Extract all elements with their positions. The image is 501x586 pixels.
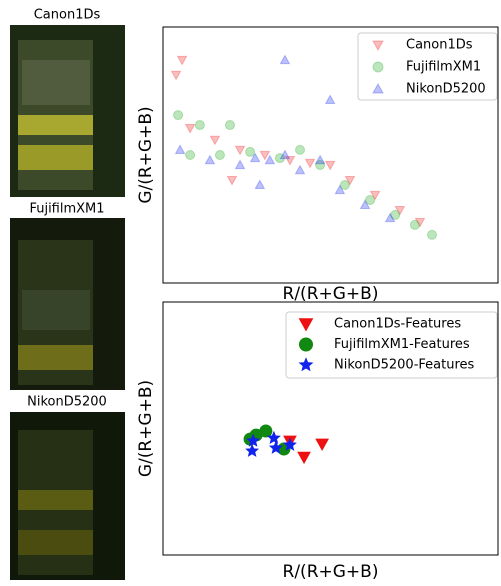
data-point (234, 145, 246, 156)
x-axis-label: R/(R+G+B) (283, 284, 379, 304)
data-point (176, 55, 188, 66)
data-point (173, 110, 184, 121)
legend-label: NikonD5200 (406, 82, 486, 97)
data-point (284, 156, 296, 166)
data-point (246, 433, 261, 447)
data-point (390, 209, 401, 220)
legend-label: Canon1Ds (406, 38, 473, 53)
photo (10, 25, 125, 197)
data-point (174, 144, 186, 154)
photo (10, 412, 125, 580)
data-point (315, 159, 326, 170)
data-point (194, 120, 205, 131)
photo-caption: FujifilmXM1 (29, 202, 104, 217)
plot-frame (162, 26, 499, 284)
data-point (274, 153, 285, 164)
data-point (204, 154, 216, 165)
data-point (245, 443, 260, 457)
data-point (268, 440, 283, 454)
photo-caption: NikonD5200 (27, 395, 107, 410)
data-point (225, 120, 235, 131)
legend-marker (299, 337, 313, 352)
data-point (344, 175, 356, 186)
data-point (324, 160, 336, 171)
data-point (279, 54, 291, 65)
data-point (314, 154, 326, 165)
data-point (245, 146, 256, 157)
data-point (184, 124, 196, 134)
data-point (365, 195, 376, 206)
legend-box (357, 32, 498, 101)
data-point (394, 205, 406, 216)
data-point (304, 158, 316, 169)
data-point (266, 430, 281, 445)
plot-frame (162, 301, 499, 556)
data-point (214, 150, 225, 160)
legend-marker (372, 61, 384, 73)
data-point (259, 424, 273, 438)
data-point (384, 212, 396, 223)
data-point (369, 190, 381, 201)
data-point (409, 219, 420, 230)
legend-marker (298, 357, 314, 372)
data-point (185, 150, 196, 160)
y-axis-label: G/(R+G+B) (136, 106, 156, 203)
data-point (315, 438, 329, 451)
data-point (334, 184, 346, 195)
data-point (294, 164, 306, 175)
legend-marker (372, 82, 384, 94)
photo (10, 218, 125, 390)
legend-label: FujifilmXM1 (406, 60, 481, 75)
data-point (279, 149, 291, 160)
legend-label: NikonD5200-Features (334, 358, 475, 373)
legend-label: Canon1Ds-Features (334, 317, 461, 332)
data-point (414, 217, 426, 228)
data-point (259, 150, 271, 161)
data-point (324, 94, 336, 105)
y-axis-label: G/(R+G+B) (136, 380, 156, 477)
data-point (427, 229, 438, 240)
data-point (254, 179, 266, 190)
legend-marker (298, 318, 314, 332)
data-point (226, 175, 238, 186)
photo-caption: Canon1Ds (34, 8, 101, 23)
data-point (339, 179, 350, 190)
data-point (264, 154, 276, 165)
data-point (295, 144, 306, 155)
data-point (234, 159, 246, 170)
x-axis-label: R/(R+G+B) (283, 562, 379, 582)
data-point (283, 437, 297, 451)
data-point (249, 152, 261, 163)
photo-panel: Canon1Ds FujifilmXM1 NikonD5200 (10, 8, 125, 580)
data-point (359, 199, 371, 210)
legend-marker (372, 40, 384, 52)
legend-label: FujifilmXM1-Features (334, 337, 470, 352)
data-point (209, 135, 221, 146)
data-point (297, 451, 311, 465)
data-point (170, 70, 182, 81)
legend-box (285, 311, 498, 379)
